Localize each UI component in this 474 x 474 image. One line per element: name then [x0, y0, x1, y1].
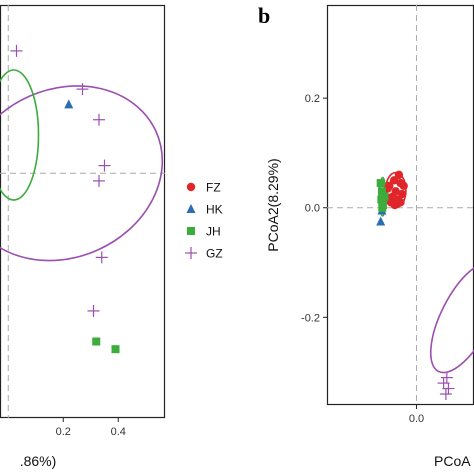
x-axis-title-a: .86%): [20, 453, 57, 469]
point-jh-b-1: [377, 187, 386, 196]
point-fz-b-11: [399, 181, 408, 191]
panel-a-scatter: 0.2 0.4 .86%): [0, 4, 166, 469]
y-tick-label-b-1: 0.0: [305, 203, 320, 215]
point-gz-a-6: [87, 304, 100, 317]
x-axis-title-b: PCoA: [434, 453, 471, 469]
legend-label-gz: GZ: [206, 247, 223, 261]
x-tick-label-b-0: 0.0: [409, 413, 424, 425]
legend-label-fz: FZ: [206, 181, 221, 195]
legend-marker-jh: [187, 227, 195, 235]
point-gz-a-3: [98, 159, 111, 172]
y-axis-title-b: PCoA2(8.29%): [265, 158, 281, 251]
panel-label-b: b: [258, 3, 270, 28]
point-gz-a-5: [95, 251, 108, 264]
point-gz-a-4: [93, 174, 105, 187]
plot-frame-a: [0, 4, 166, 419]
point-jh-a-0: [92, 337, 101, 346]
y-tick-label-b-0: 0.2: [305, 93, 320, 105]
ellipse-gz-a: [0, 85, 164, 262]
point-gz-a-2: [93, 113, 105, 126]
y-tick-label-b-2: -0.2: [301, 312, 320, 324]
point-gz-b-0: [437, 377, 450, 390]
x-tick-label-a-1: 0.4: [111, 426, 126, 438]
point-gz-a-1: [76, 83, 89, 96]
legend-marker-fz: [186, 182, 196, 192]
point-gz-b-2: [439, 388, 452, 401]
point-fz-b-13: [396, 198, 405, 207]
legend-marker-gz: [185, 247, 197, 259]
point-hk-b-0: [376, 216, 386, 226]
x-tick-label-a-0: 0.2: [56, 426, 71, 438]
plot-area-a: [0, 5, 165, 418]
legend-label-jh: JH: [206, 225, 221, 239]
ellipse-gz-b: [429, 261, 474, 374]
legend-label-hk: HK: [206, 203, 223, 217]
point-fz-b-8: [397, 189, 407, 199]
point-jh-b-0: [376, 179, 385, 188]
legend: FZ HK JH GZ: [185, 181, 223, 261]
point-jh-b-5: [378, 203, 387, 212]
point-fz-b-1: [389, 176, 399, 185]
point-hk-a-0: [64, 99, 74, 109]
panel-b-scatter: 0.0 0.2 0.0 -0.2 PCoA PCoA2(8.29%): [265, 4, 474, 469]
legend-marker-hk: [186, 204, 196, 213]
point-gz-b-1: [440, 371, 453, 384]
point-gz-a-0: [10, 44, 23, 57]
point-gz-b-3: [442, 382, 455, 395]
point-jh-a-1: [111, 345, 120, 354]
point-fz-b-7: [394, 170, 404, 180]
plot-area-b: [327, 5, 474, 405]
ellipse-jh-a: [0, 69, 40, 201]
point-jh-b-4: [380, 192, 389, 201]
